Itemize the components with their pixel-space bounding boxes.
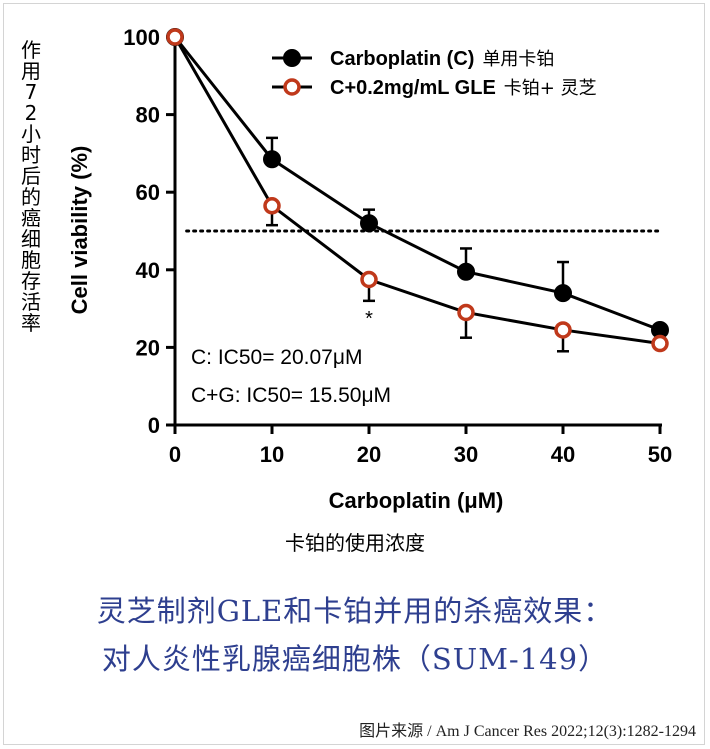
- x-axis-sublabel: 卡铂的使用浓度: [285, 531, 425, 555]
- legend-label-cn-1: 卡铂+ 灵芝: [504, 78, 597, 99]
- viability-chart: 0 20 40 60 80 100 0 10 20 30 40 50 * Cell viability…: [67, 25, 672, 513]
- x-axis-label: Carboplatin (μM): [329, 488, 504, 513]
- data-point-series-1: [554, 321, 572, 339]
- legend-label-1: C+0.2mg/mL GLE 卡铂+ 灵芝: [330, 77, 597, 99]
- side-label: 作用72小时后的癌细胞存活率: [21, 38, 41, 335]
- ic50-cg-annotation: C+G: IC50= 15.50μM: [191, 384, 391, 407]
- ic50-c-annotation: C: IC50= 20.07μM: [191, 346, 362, 369]
- x-tick-label: 0: [169, 442, 181, 467]
- y-tick-label: 80: [136, 103, 160, 128]
- image-frame: [3, 3, 705, 745]
- significance-star: *: [365, 308, 373, 330]
- series-line-1: [173, 36, 661, 346]
- x-tick-label: 30: [454, 442, 478, 467]
- x-tick-label: 10: [260, 442, 284, 467]
- legend: Carboplatin (C) 单用卡铂 C+0.2mg/mL GLE 卡铂+ 灵芝: [272, 48, 597, 99]
- caption-line-1: 灵芝制剂GLE和卡铂并用的杀癌效果：: [96, 594, 614, 628]
- data-point-series-0: [554, 284, 572, 303]
- data-point-series-0: [360, 214, 378, 233]
- data-point-series-1: [263, 197, 281, 215]
- legend-marker-1: [283, 78, 301, 96]
- legend-label-cn-0: 单用卡铂: [482, 49, 554, 70]
- series-line-0: [173, 36, 661, 332]
- data-point-series-1: [457, 303, 475, 322]
- chart-marks: *: [166, 28, 669, 353]
- y-tick-label: 0: [148, 413, 160, 438]
- source-credit: 图片来源 / Am J Cancer Res 2022;12(3):1282-1…: [359, 723, 696, 740]
- x-tick-label: 40: [551, 442, 575, 467]
- data-point-series-1: [651, 334, 669, 353]
- legend-label-0: Carboplatin (C) 单用卡铂: [330, 48, 554, 70]
- data-point-series-1: [360, 270, 378, 289]
- x-tick-label: 50: [648, 442, 672, 467]
- y-tick-label: 20: [136, 335, 160, 360]
- y-tick-label: 60: [136, 180, 160, 205]
- y-axis-label: Cell viability (%): [67, 146, 92, 315]
- x-tick-label: 20: [357, 442, 381, 467]
- y-tick-label: 40: [136, 258, 160, 283]
- data-point-series-0: [263, 150, 281, 169]
- data-point-series-1: [166, 28, 184, 46]
- legend-marker-0: [283, 49, 301, 67]
- data-point-series-0: [457, 262, 475, 281]
- caption-line-2: 对人炎性乳腺癌细胞株（SUM-149）: [101, 642, 609, 676]
- axes: 0 20 40 60 80 100 0 10 20 30 40 50: [123, 25, 672, 467]
- y-tick-label: 100: [123, 25, 160, 50]
